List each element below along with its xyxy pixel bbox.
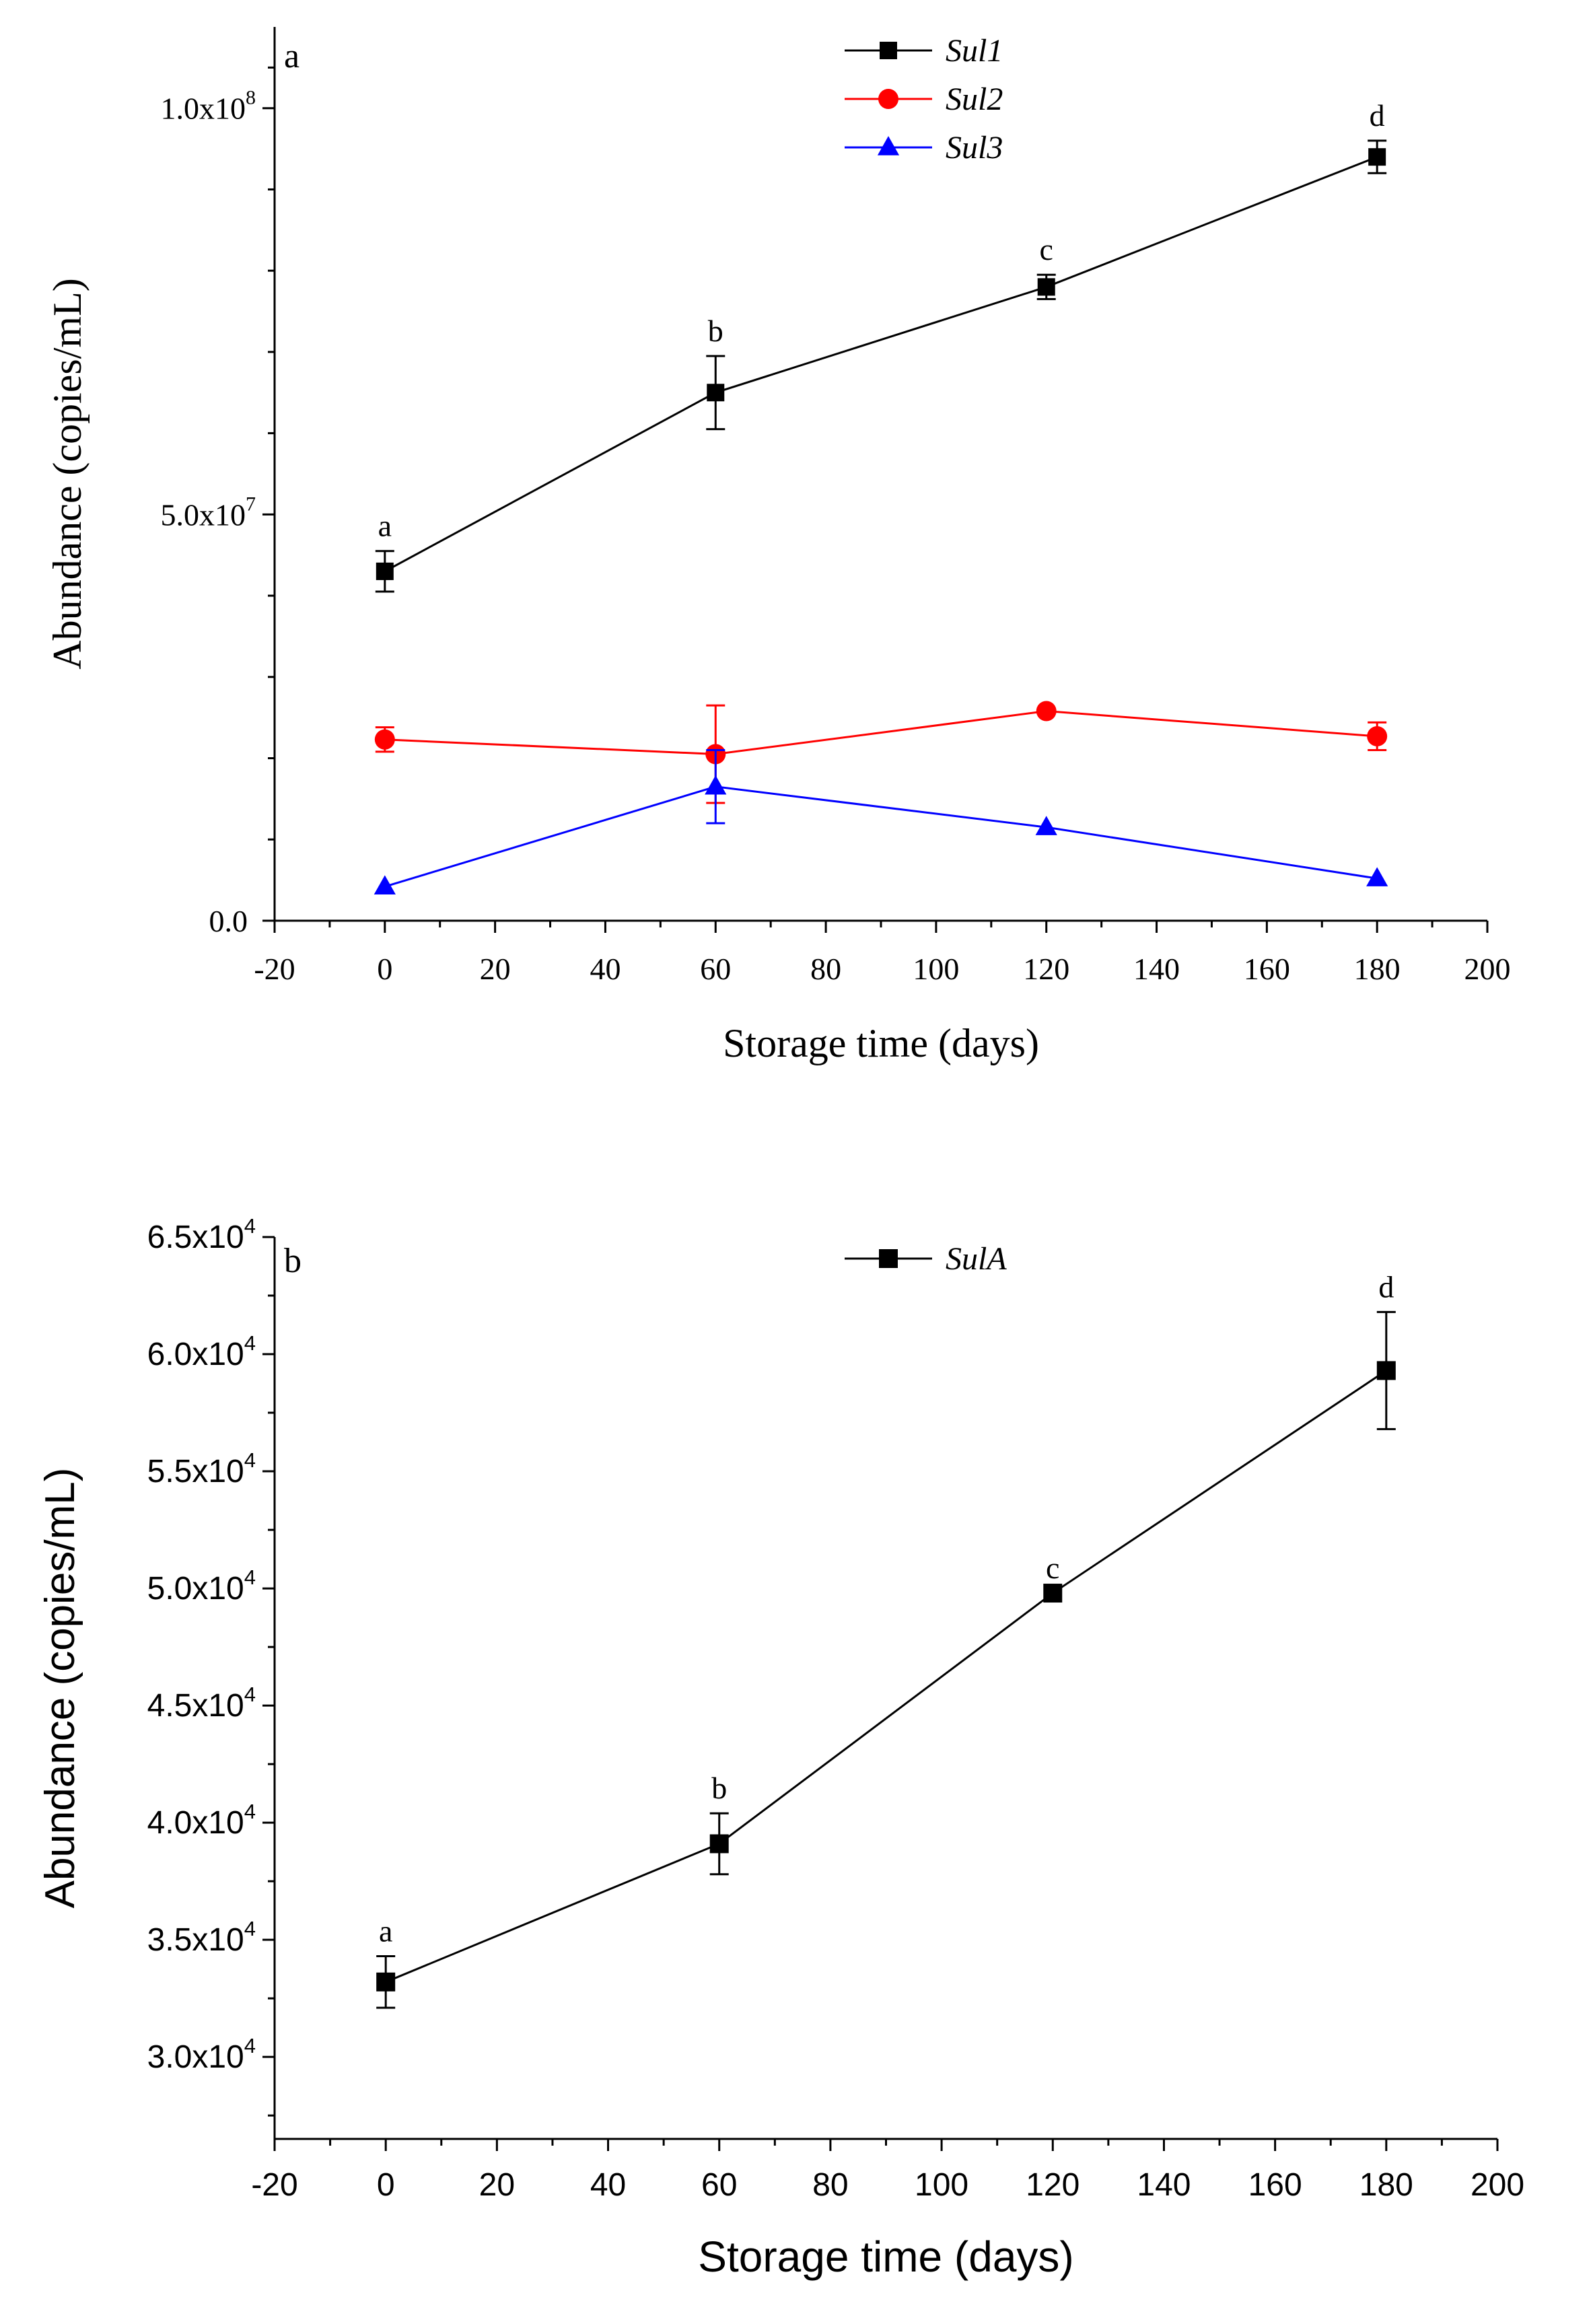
x-tick-label: 80	[812, 2167, 848, 2203]
legend-marker	[879, 1249, 898, 1268]
y-tick-label: 6.5x104	[147, 1214, 256, 1255]
legend-label: Sul3	[946, 130, 1003, 166]
x-tick-label: 60	[700, 952, 731, 986]
y-axis-label: Abundance (copies/mL)	[45, 278, 90, 669]
series-Sul1: a b c d	[375, 98, 1387, 593]
data-point-Sul3	[374, 875, 396, 894]
x-tick-label: 160	[1244, 952, 1290, 986]
data-point-Sul3	[1035, 816, 1057, 835]
panel-label: b	[284, 1242, 302, 1280]
x-tick-label: 160	[1248, 2167, 1302, 2203]
series-Sul3	[374, 748, 1388, 894]
data-point-SulA	[1376, 1361, 1396, 1380]
data-point-Sul1	[1368, 148, 1386, 166]
significance-label: c	[1046, 1551, 1059, 1585]
significance-label: d	[1378, 1269, 1394, 1304]
x-tick-label: 40	[590, 952, 621, 986]
x-tick-label: 20	[480, 952, 511, 986]
y-tick-label: 3.0x104	[147, 2034, 256, 2075]
series-line-Sul1	[384, 155, 1378, 573]
legend-item-Sul2: Sul2	[845, 81, 1003, 117]
series-SulA: a b c d	[376, 1269, 1396, 2009]
x-tick-label: 180	[1359, 2167, 1413, 2203]
legend-marker	[878, 89, 898, 109]
data-point-Sul1	[707, 384, 725, 402]
data-point-Sul3	[705, 775, 727, 795]
x-axis-label: Storage time (days)	[698, 2232, 1073, 2281]
y-axis-label: Abundance (copies/mL)	[37, 1468, 83, 1909]
legend-marker	[880, 42, 897, 59]
x-tick-label: 180	[1354, 952, 1401, 986]
data-point-Sul2	[374, 729, 395, 750]
x-tick-label: 140	[1137, 2167, 1191, 2203]
significance-label: a	[379, 1914, 392, 1948]
series-line-Sul2	[384, 710, 1378, 756]
y-tick-label: 5.5x104	[147, 1448, 256, 1489]
x-tick-label: 200	[1464, 952, 1511, 986]
significance-label: a	[378, 509, 392, 543]
y-tick-label: 4.0x104	[147, 1800, 256, 1841]
x-tick-label: 0	[377, 2167, 395, 2203]
data-point-SulA	[376, 1972, 396, 1992]
x-tick-label: 100	[915, 2167, 968, 2203]
data-point-Sul3	[1366, 867, 1388, 886]
significance-label: c	[1040, 232, 1053, 267]
data-point-Sul2	[1367, 726, 1388, 746]
y-tick-label: 5.0x104	[147, 1565, 256, 1607]
x-tick-label: 40	[590, 2167, 626, 2203]
legend-label: Sul1	[946, 33, 1003, 69]
x-tick-label: 20	[479, 2167, 515, 2203]
panel-a-chart: -20 0 20 40 60 80 100 120 140 160 180 200 0.0 5.0x107…	[45, 27, 1511, 1065]
x-tick-label: 80	[810, 952, 841, 986]
data-point-Sul1	[1037, 278, 1055, 296]
y-tick-label: 4.5x104	[147, 1683, 256, 1724]
legend-item-Sul3: Sul3	[845, 130, 1003, 166]
panel-b-chart: -20 0 20 40 60 80 100 120 140 160 180 200 3.0x104 3.5…	[37, 1214, 1524, 2281]
x-tick-label: -20	[251, 2167, 297, 2203]
y-tick-label: 1.0x108	[161, 87, 256, 126]
legend-item-SulA: SulA	[845, 1241, 1007, 1277]
significance-label: b	[708, 314, 723, 348]
x-tick-label: 0	[377, 952, 392, 986]
panel-label: a	[284, 37, 299, 75]
x-tick-label: 120	[1026, 2167, 1079, 2203]
legend-item-Sul1: Sul1	[845, 33, 1003, 69]
x-axis-label: Storage time (days)	[723, 1021, 1039, 1065]
y-tick-label: 5.0x107	[161, 493, 256, 532]
x-tick-label: 60	[701, 2167, 737, 2203]
x-tick-label: 140	[1133, 952, 1180, 986]
data-point-Sul2	[1036, 701, 1057, 721]
data-point-SulA	[709, 1834, 729, 1854]
significance-label: d	[1370, 98, 1385, 133]
significance-label: b	[711, 1771, 727, 1805]
data-point-Sul1	[376, 562, 394, 580]
y-tick-label: 3.5x104	[147, 1917, 256, 1958]
data-point-SulA	[1043, 1584, 1063, 1603]
x-tick-label: 120	[1023, 952, 1069, 986]
series-line-SulA	[385, 1370, 1387, 1983]
legend-marker	[877, 136, 900, 155]
y-tick-label: 0.0	[209, 904, 248, 938]
legend-label: SulA	[946, 1241, 1007, 1277]
x-tick-label: 200	[1471, 2167, 1524, 2203]
series-line-Sul3	[384, 785, 1378, 888]
x-tick-label: -20	[254, 952, 295, 986]
x-tick-label: 100	[913, 952, 959, 986]
legend-label: Sul2	[946, 81, 1003, 117]
y-tick-label: 6.0x104	[147, 1331, 256, 1372]
